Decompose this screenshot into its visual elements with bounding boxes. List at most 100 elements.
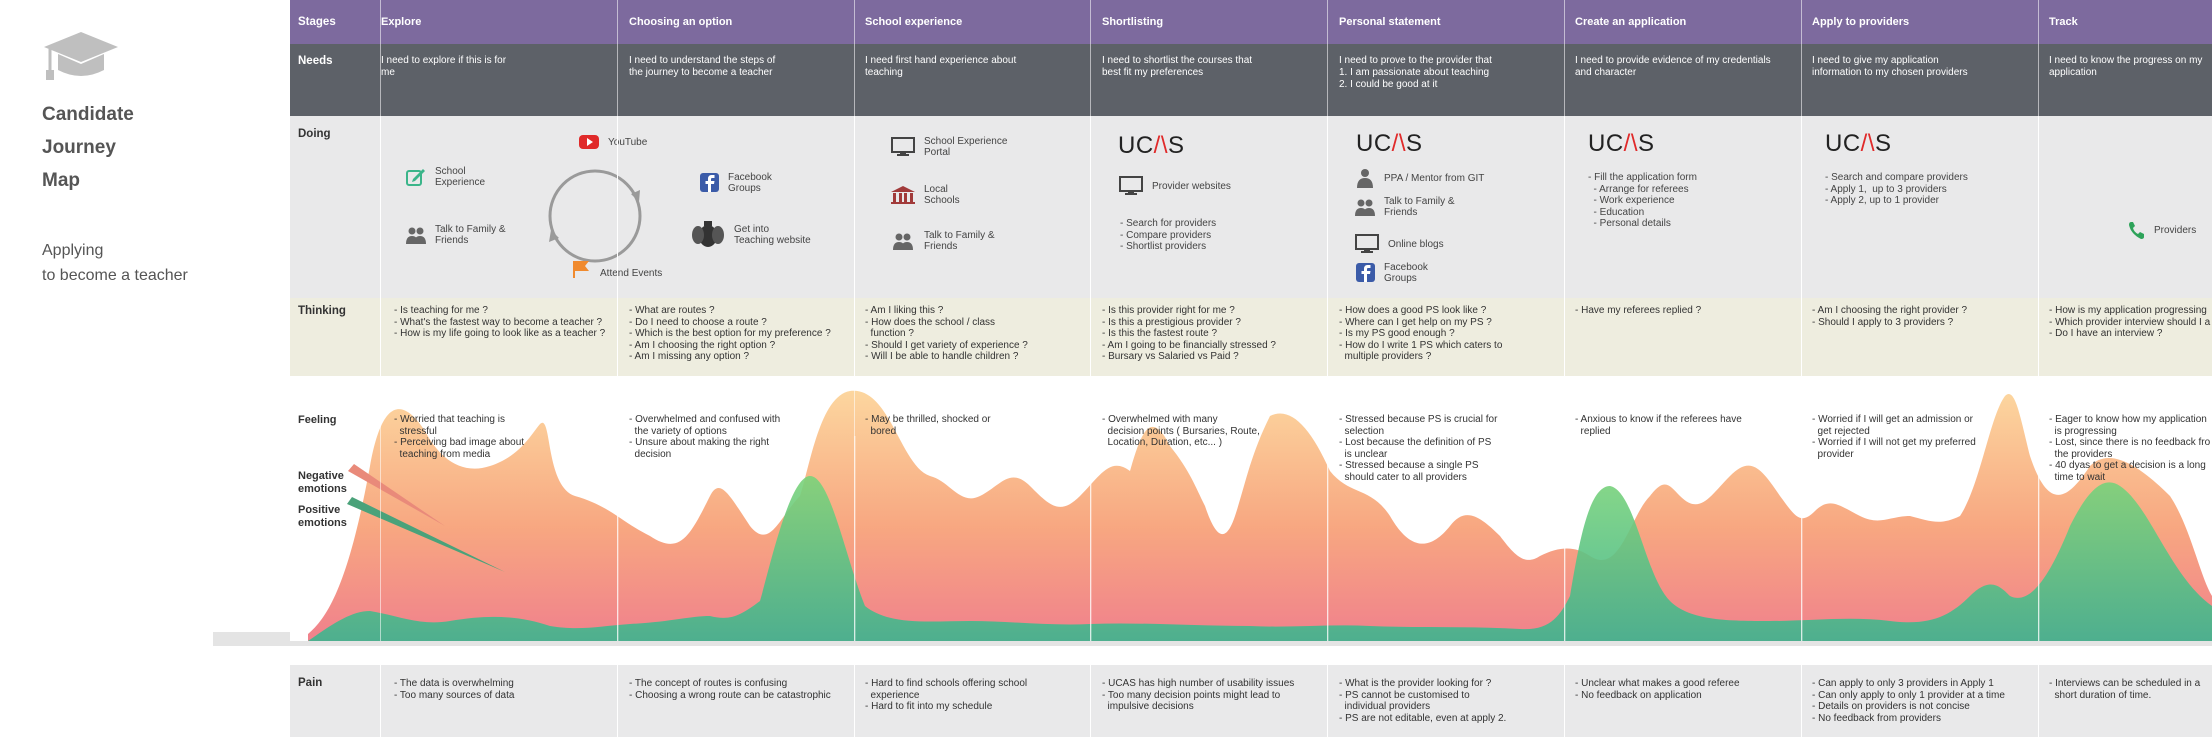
- stages-row: Stages Explore Choosing an option School…: [290, 0, 2212, 44]
- column-divider: [1327, 376, 1328, 641]
- column-divider: [1801, 116, 1802, 298]
- title-line: Map: [42, 170, 80, 191]
- doing-local-schools: Local Schools: [890, 184, 960, 206]
- thinking-text: - How does a good PS look like ? - Where…: [1339, 305, 1503, 362]
- pain-text: - UCAS has high number of usability issu…: [1102, 678, 1295, 712]
- column-divider: [380, 44, 381, 116]
- feeling-text: - Worried that teaching is stressful - P…: [394, 414, 525, 460]
- doing-label: Get into Teaching website: [734, 224, 811, 246]
- need-text: I need to understand the steps of the jo…: [629, 55, 776, 78]
- doing-list: - Search for providers - Compare provide…: [1120, 218, 1217, 252]
- column-divider: [2038, 376, 2039, 641]
- people-icon: [893, 233, 913, 250]
- negative-emotions-label: Negative emotions: [298, 470, 347, 495]
- feeling-row: Feeling Negative emotions Positive emoti…: [290, 376, 2212, 641]
- column-divider: [617, 665, 618, 737]
- row-label-doing: Doing: [298, 128, 331, 140]
- doing-list: - Fill the application form - Arrange fo…: [1588, 172, 1697, 229]
- thinking-text: - What are routes ? - Do I need to choos…: [629, 305, 831, 362]
- column-divider: [1327, 116, 1328, 298]
- feeling-text: - Anxious to know if the referees have r…: [1575, 414, 1742, 437]
- sidebar: Candidate Journey Map Applying to become…: [0, 0, 290, 737]
- thinking-text: - Is teaching for me ? - What's the fast…: [394, 305, 606, 339]
- subtitle-line: to become a teacher: [42, 267, 188, 284]
- stage-name: Apply to providers: [1812, 16, 1910, 28]
- stage-name: Create an application: [1575, 16, 1687, 28]
- doing-ppa: PPA / Mentor from GIT: [1354, 168, 1484, 188]
- doing-label: Talk to Family & Friends: [1384, 196, 1455, 218]
- column-divider: [380, 116, 381, 298]
- need-text: I need first hand experience about teach…: [865, 55, 1017, 78]
- graduation-cap-icon: [44, 32, 118, 80]
- column-divider: [1090, 298, 1091, 376]
- doing-talk-family: Talk to Family & Friends: [890, 230, 995, 252]
- pain-text: - Hard to find schools offering school e…: [865, 678, 1028, 712]
- column-divider: [1090, 665, 1091, 737]
- column-divider: [380, 665, 381, 737]
- thinking-text: - Am I choosing the right provider ? - S…: [1812, 305, 1968, 328]
- row-label-thinking: Thinking: [298, 305, 346, 317]
- negative-legend-marker: [348, 464, 445, 526]
- person-icon: [1357, 169, 1373, 188]
- column-divider: [380, 0, 381, 44]
- column-divider: [1801, 376, 1802, 641]
- doing-talk-family: Talk to Family & Friends: [405, 224, 506, 246]
- doing-portal: School Experience Portal: [890, 136, 1007, 158]
- doing-provider-websites: Provider websites: [1118, 176, 1231, 196]
- doing-label: Talk to Family & Friends: [924, 230, 995, 252]
- column-divider: [1564, 0, 1565, 44]
- feeling-text: - May be thrilled, shocked or bored: [865, 414, 991, 437]
- column-divider: [1801, 0, 1802, 44]
- doing-online-blogs: Online blogs: [1354, 234, 1444, 254]
- feeling-text: - Stressed because PS is crucial for sel…: [1339, 414, 1498, 483]
- column-divider: [1327, 0, 1328, 44]
- stage-name: Shortlisting: [1102, 16, 1164, 28]
- ucas-logo: UC/\S: [1356, 130, 1423, 157]
- journey-map: Stages Explore Choosing an option School…: [290, 0, 2212, 737]
- ucas-logo: UC/\S: [1118, 132, 1185, 159]
- column-divider: [854, 116, 855, 298]
- column-divider: [1564, 44, 1565, 116]
- stage-name: Personal statement: [1339, 16, 1441, 28]
- doing-school-experience: School Experience: [405, 166, 485, 188]
- ucas-logo: UC/\S: [1825, 130, 1892, 157]
- flag-icon: [573, 260, 589, 278]
- positive-emotions-label: Positive emotions: [298, 504, 347, 529]
- column-divider: [617, 376, 618, 641]
- row-label-pain: Pain: [298, 677, 323, 689]
- doing-label: School Experience Portal: [924, 136, 1008, 158]
- column-divider: [1564, 298, 1565, 376]
- column-divider: [1801, 44, 1802, 116]
- crest-icon: [692, 221, 724, 247]
- doing-label: YouTube: [608, 136, 648, 148]
- need-text: I need to shortlist the courses that bes…: [1102, 55, 1253, 78]
- doing-youtube: YouTube: [578, 132, 647, 152]
- column-divider: [854, 44, 855, 116]
- column-divider: [2038, 0, 2039, 44]
- positive-emotion-area: [308, 476, 2212, 641]
- doing-label: Providers: [2154, 224, 2197, 236]
- feeling-text: - Overwhelmed with many decision points …: [1102, 414, 1260, 448]
- column-divider: [854, 0, 855, 44]
- title-line: Candidate: [42, 104, 134, 125]
- cycle-icon: [548, 169, 642, 263]
- needs-row: Needs I need to explore if this is for m…: [290, 44, 2212, 116]
- thinking-text: - Am I liking this ? - How does the scho…: [865, 305, 1028, 362]
- column-divider: [617, 116, 618, 298]
- subtitle-line: Applying: [42, 242, 104, 259]
- thinking-row: Thinking - Is teaching for me ? - What's…: [290, 298, 2212, 376]
- doing-row: Doing School Experience Talk to Family &…: [290, 116, 2212, 298]
- stage-name: Choosing an option: [629, 16, 733, 28]
- feeling-text: - Eager to know how my application is pr…: [2049, 414, 2211, 483]
- column-divider: [617, 298, 618, 376]
- facebook-icon: [700, 173, 719, 192]
- need-text: I need to prove to the provider that 1. …: [1339, 55, 1492, 90]
- people-icon: [406, 227, 426, 244]
- need-text: I need to give my application informatio…: [1812, 55, 1968, 78]
- doing-facebook: Facebook Groups: [698, 172, 772, 194]
- column-divider: [854, 298, 855, 376]
- column-divider: [1801, 665, 1802, 737]
- column-divider: [1090, 0, 1091, 44]
- phone-icon: [2129, 222, 2144, 239]
- column-divider: [617, 44, 618, 116]
